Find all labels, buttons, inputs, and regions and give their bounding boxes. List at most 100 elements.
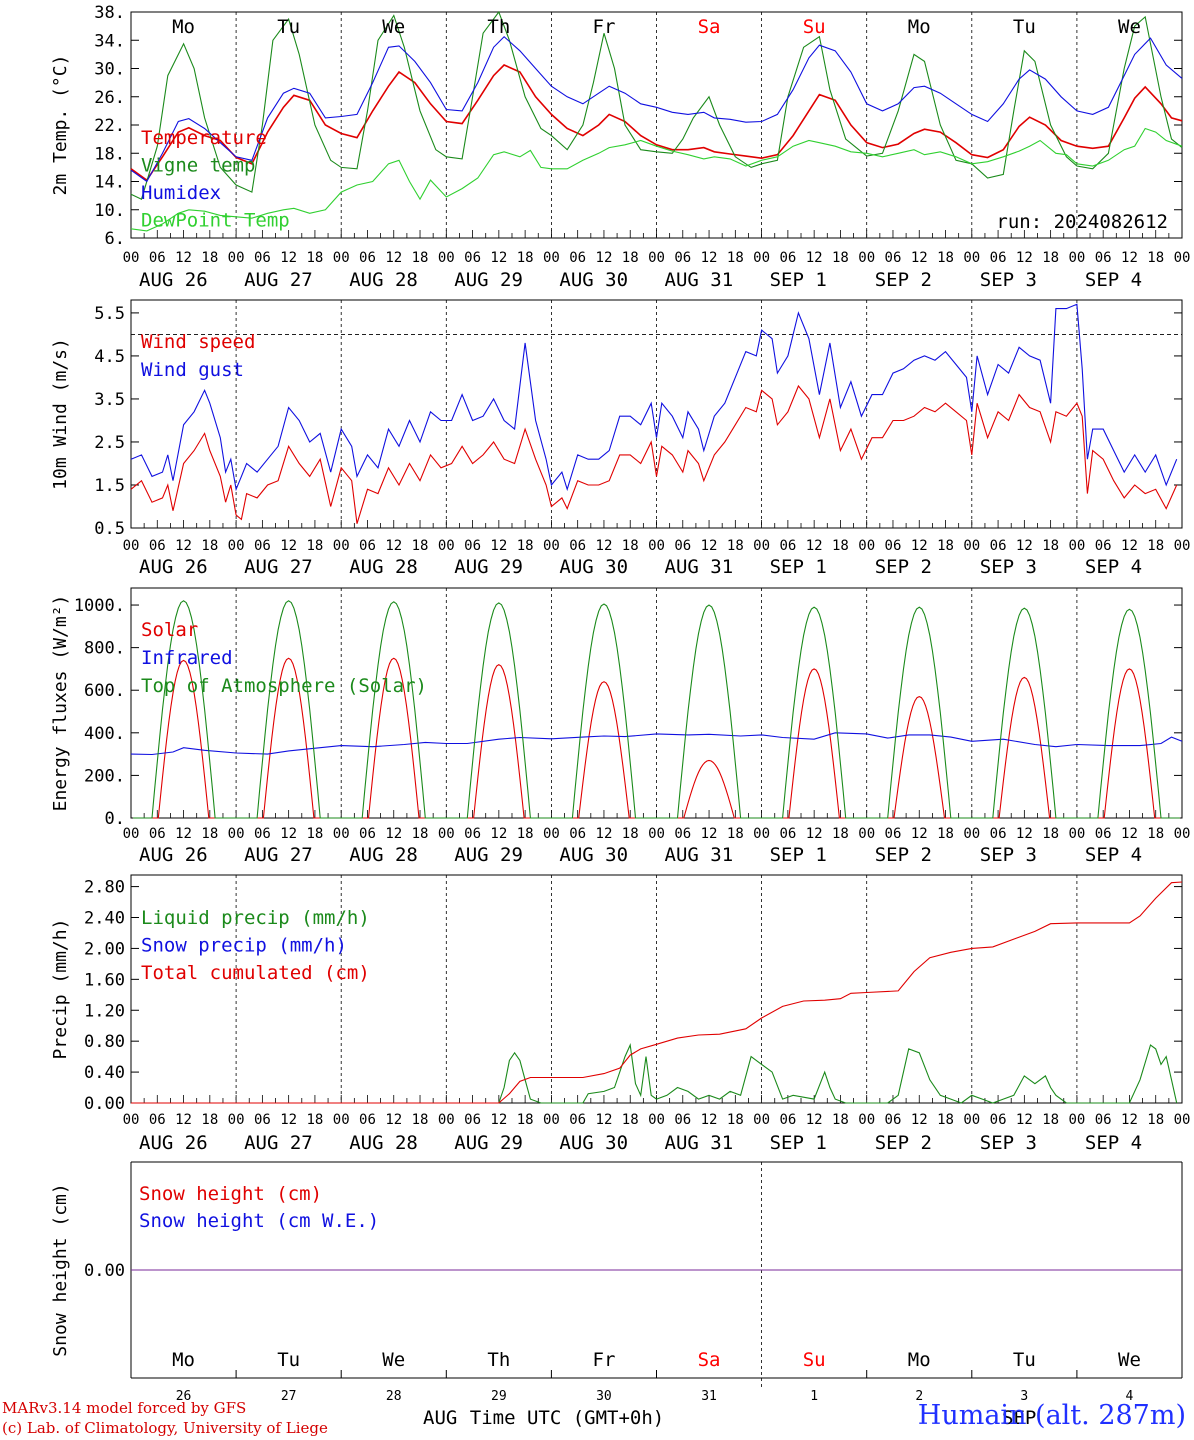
hour-label: 12 bbox=[911, 538, 928, 554]
hour-label: 12 bbox=[175, 250, 192, 266]
hour-label: 18 bbox=[412, 826, 429, 842]
panel-temperature: 6. 10. 14. 18. 22. 26. 30. 34. 38. 2m Temp. (°C) 0… bbox=[50, 3, 1190, 291]
series-line-wind-speed bbox=[130, 384, 1178, 524]
hour-label: 00 bbox=[1068, 538, 1085, 554]
hour-label: 00 bbox=[333, 1112, 350, 1128]
hour-label: 00 bbox=[123, 250, 140, 266]
hour-label: 06 bbox=[779, 1112, 796, 1128]
hour-label: 00 bbox=[123, 538, 140, 554]
day-number: 4 bbox=[1126, 1389, 1134, 1404]
hour-label: 06 bbox=[149, 1112, 166, 1128]
weekday-label: Mo bbox=[908, 1349, 931, 1371]
hour-label: 12 bbox=[280, 538, 297, 554]
hour-label: 18 bbox=[622, 1112, 639, 1128]
hour-label: 00 bbox=[753, 826, 770, 842]
date-label: AUG 29 bbox=[454, 556, 523, 578]
date-label: SEP 4 bbox=[1085, 556, 1142, 578]
date-label: AUG 31 bbox=[665, 269, 734, 291]
hour-label: 06 bbox=[779, 250, 796, 266]
date-label: AUG 26 bbox=[139, 1132, 208, 1154]
hour-label: 12 bbox=[385, 826, 402, 842]
x-axis-label: Time UTC (GMT+0h) bbox=[470, 1407, 664, 1429]
hour-label: 06 bbox=[990, 1112, 1007, 1128]
hour-label: 18 bbox=[832, 250, 849, 266]
hour-label: 00 bbox=[1068, 250, 1085, 266]
y-axis-label: Precip (mm/h) bbox=[50, 919, 71, 1060]
date-label: SEP 4 bbox=[1085, 269, 1142, 291]
hour-label: 12 bbox=[806, 538, 823, 554]
hour-label: 12 bbox=[490, 538, 507, 554]
hour-label: 18 bbox=[517, 1112, 534, 1128]
day-number: 31 bbox=[701, 1389, 717, 1404]
day-number: 26 bbox=[176, 1389, 192, 1404]
hour-label: 18 bbox=[517, 826, 534, 842]
weekday-label: Fr bbox=[593, 16, 616, 38]
hour-label: 18 bbox=[201, 250, 218, 266]
hour-label: 18 bbox=[201, 1112, 218, 1128]
hour-label: 18 bbox=[412, 538, 429, 554]
date-label: SEP 2 bbox=[875, 556, 932, 578]
series-line-infrared bbox=[130, 732, 1183, 756]
date-label: SEP 1 bbox=[770, 1132, 827, 1154]
date-label: AUG 29 bbox=[454, 1132, 523, 1154]
y-tick-label: 200. bbox=[84, 766, 125, 786]
hour-label: 12 bbox=[490, 250, 507, 266]
y-axis-label: Energy fluxes (W/m²) bbox=[50, 595, 71, 812]
date-label: SEP 2 bbox=[875, 269, 932, 291]
y-tick-label: 600. bbox=[84, 681, 125, 701]
hour-label: 12 bbox=[280, 250, 297, 266]
hour-label: 06 bbox=[674, 1112, 691, 1128]
hour-label: 06 bbox=[359, 826, 376, 842]
hour-label: 00 bbox=[543, 826, 560, 842]
y-tick-label: 1.5 bbox=[94, 476, 125, 496]
hour-label: 00 bbox=[228, 1112, 245, 1128]
y-tick-label: 34. bbox=[94, 31, 125, 51]
hour-label: 12 bbox=[1016, 826, 1033, 842]
weekday-label: Su bbox=[803, 1349, 826, 1371]
hour-label: 12 bbox=[596, 538, 613, 554]
hour-label: 00 bbox=[648, 826, 665, 842]
hour-label: 00 bbox=[753, 538, 770, 554]
weekday-label: We bbox=[382, 1349, 405, 1371]
date-label: AUG 26 bbox=[139, 269, 208, 291]
date-label: AUG 27 bbox=[244, 844, 313, 866]
hour-label: 18 bbox=[1042, 250, 1059, 266]
hour-label: 06 bbox=[254, 1112, 271, 1128]
y-tick-label: 0. bbox=[105, 809, 125, 829]
hour-label: 06 bbox=[359, 538, 376, 554]
hour-label: 06 bbox=[779, 826, 796, 842]
hour-label: 00 bbox=[858, 250, 875, 266]
date-label: SEP 1 bbox=[770, 844, 827, 866]
hour-label: 06 bbox=[359, 1112, 376, 1128]
date-label: SEP 3 bbox=[980, 844, 1037, 866]
hour-label: 00 bbox=[438, 826, 455, 842]
hour-label: 12 bbox=[280, 826, 297, 842]
series-line-wind-gust bbox=[130, 303, 1178, 492]
hour-label: 12 bbox=[806, 250, 823, 266]
hour-label: 00 bbox=[438, 250, 455, 266]
date-label: AUG 27 bbox=[244, 269, 313, 291]
hour-label: 06 bbox=[674, 250, 691, 266]
hour-label: 12 bbox=[1016, 1112, 1033, 1128]
hour-label: 06 bbox=[464, 826, 481, 842]
hour-label: 18 bbox=[201, 538, 218, 554]
hour-label: 06 bbox=[254, 826, 271, 842]
series-line-temperature bbox=[130, 64, 1183, 182]
hour-label: 12 bbox=[490, 826, 507, 842]
hour-label: 00 bbox=[648, 538, 665, 554]
hour-label: 12 bbox=[1016, 250, 1033, 266]
hour-label: 06 bbox=[1095, 250, 1112, 266]
hour-label: 06 bbox=[254, 538, 271, 554]
legend-entry: Total cumulated (cm) bbox=[141, 962, 370, 984]
hour-label: 00 bbox=[333, 826, 350, 842]
hour-label: 06 bbox=[464, 250, 481, 266]
hour-label: 12 bbox=[490, 1112, 507, 1128]
y-tick-label: 400. bbox=[84, 724, 125, 744]
date-label: AUG 26 bbox=[139, 556, 208, 578]
hour-label: 18 bbox=[622, 250, 639, 266]
hour-label: 18 bbox=[937, 826, 954, 842]
hour-label: 00 bbox=[753, 250, 770, 266]
hour-label: 06 bbox=[1095, 538, 1112, 554]
hour-label: 00 bbox=[123, 826, 140, 842]
y-tick-label: 3.5 bbox=[94, 390, 125, 410]
